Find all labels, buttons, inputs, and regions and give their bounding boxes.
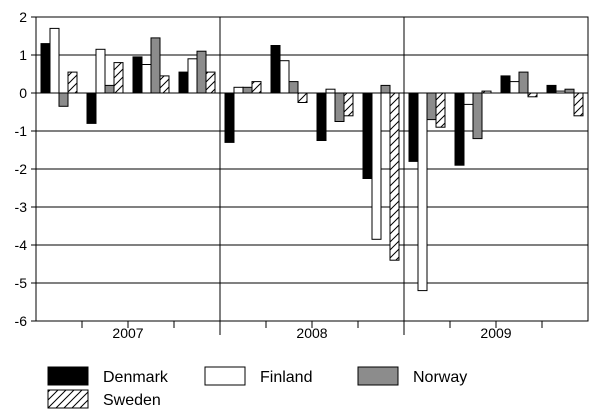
bar-norway xyxy=(472,92,483,140)
bar-finland xyxy=(49,27,60,94)
bar-sweden xyxy=(205,71,216,94)
legend-label-finland: Finland xyxy=(260,369,312,386)
bar-norway xyxy=(242,86,253,94)
bar-sweden xyxy=(481,90,492,94)
y-tick-label: -2 xyxy=(15,161,28,177)
y-tick-label: 1 xyxy=(19,47,27,63)
bar-denmark xyxy=(454,92,465,166)
bar-sweden xyxy=(67,71,78,94)
bar-sweden xyxy=(435,92,446,128)
legend-label-norway: Norway xyxy=(413,369,467,386)
legend-swatch-norway xyxy=(357,366,399,386)
bar-denmark xyxy=(132,56,143,94)
bar-norway xyxy=(150,37,161,94)
y-tick-label: -3 xyxy=(15,199,28,215)
bar-finland xyxy=(463,92,474,105)
bar-denmark xyxy=(86,92,97,124)
y-tick-label: 0 xyxy=(19,85,27,101)
bars xyxy=(40,27,584,292)
bar-sweden xyxy=(527,92,538,98)
bar-norway xyxy=(58,92,69,107)
bar-sweden xyxy=(297,92,308,103)
legend-label-denmark: Denmark xyxy=(103,369,169,386)
bar-finland xyxy=(187,58,198,94)
legend-swatch-denmark xyxy=(47,366,89,386)
bar-sweden xyxy=(573,92,584,117)
bar-sweden xyxy=(343,92,354,117)
bar-sweden xyxy=(159,75,170,94)
bar-finland xyxy=(141,64,152,94)
bar-sweden xyxy=(251,81,262,94)
bar-denmark xyxy=(224,92,235,143)
bar-norway xyxy=(564,88,575,94)
x-tick-label: 2007 xyxy=(112,325,143,341)
x-tick-label: 2009 xyxy=(480,325,511,341)
y-tick-label: -6 xyxy=(15,313,28,329)
bar-denmark xyxy=(178,71,189,94)
bar-finland xyxy=(509,81,520,94)
bar-denmark xyxy=(362,92,373,179)
bar-finland xyxy=(417,92,428,292)
bar-denmark xyxy=(316,92,327,141)
legend-label-sweden: Sweden xyxy=(103,392,161,409)
bar-denmark xyxy=(546,84,557,94)
bar-norway xyxy=(518,71,529,94)
bar-denmark xyxy=(408,92,419,162)
legend-swatch-sweden xyxy=(47,389,89,409)
y-tick-label: -4 xyxy=(15,237,28,253)
legend-swatch-finland xyxy=(204,366,246,386)
y-axis-ticks: 2 1 0 -1 -2 -3 -4 -5 -6 xyxy=(15,9,36,329)
bar-denmark xyxy=(500,75,511,94)
bar-finland xyxy=(371,92,382,240)
bar-finland xyxy=(95,48,106,94)
bar-sweden xyxy=(113,62,124,94)
y-tick-label: -1 xyxy=(15,123,28,139)
bar-finland xyxy=(555,90,566,94)
bar-norway xyxy=(288,81,299,94)
bar-sweden xyxy=(389,92,400,261)
bar-norway xyxy=(380,84,391,94)
bar-norway xyxy=(196,50,207,94)
y-tick-label: -5 xyxy=(15,275,28,291)
bar-norway xyxy=(334,92,345,122)
bar-finland xyxy=(279,60,290,94)
bar-finland xyxy=(325,88,336,94)
bar-norway xyxy=(426,92,437,121)
bar-finland xyxy=(233,86,244,94)
x-tick-label: 2008 xyxy=(296,325,327,341)
y-tick-label: 2 xyxy=(19,9,27,25)
x-axis-ticks: 2007 2008 2009 xyxy=(81,321,543,341)
legend: Denmark Finland Norway Sweden xyxy=(47,366,467,409)
bar-denmark xyxy=(270,45,281,94)
bar-denmark xyxy=(40,43,51,94)
bar-norway xyxy=(104,84,115,94)
